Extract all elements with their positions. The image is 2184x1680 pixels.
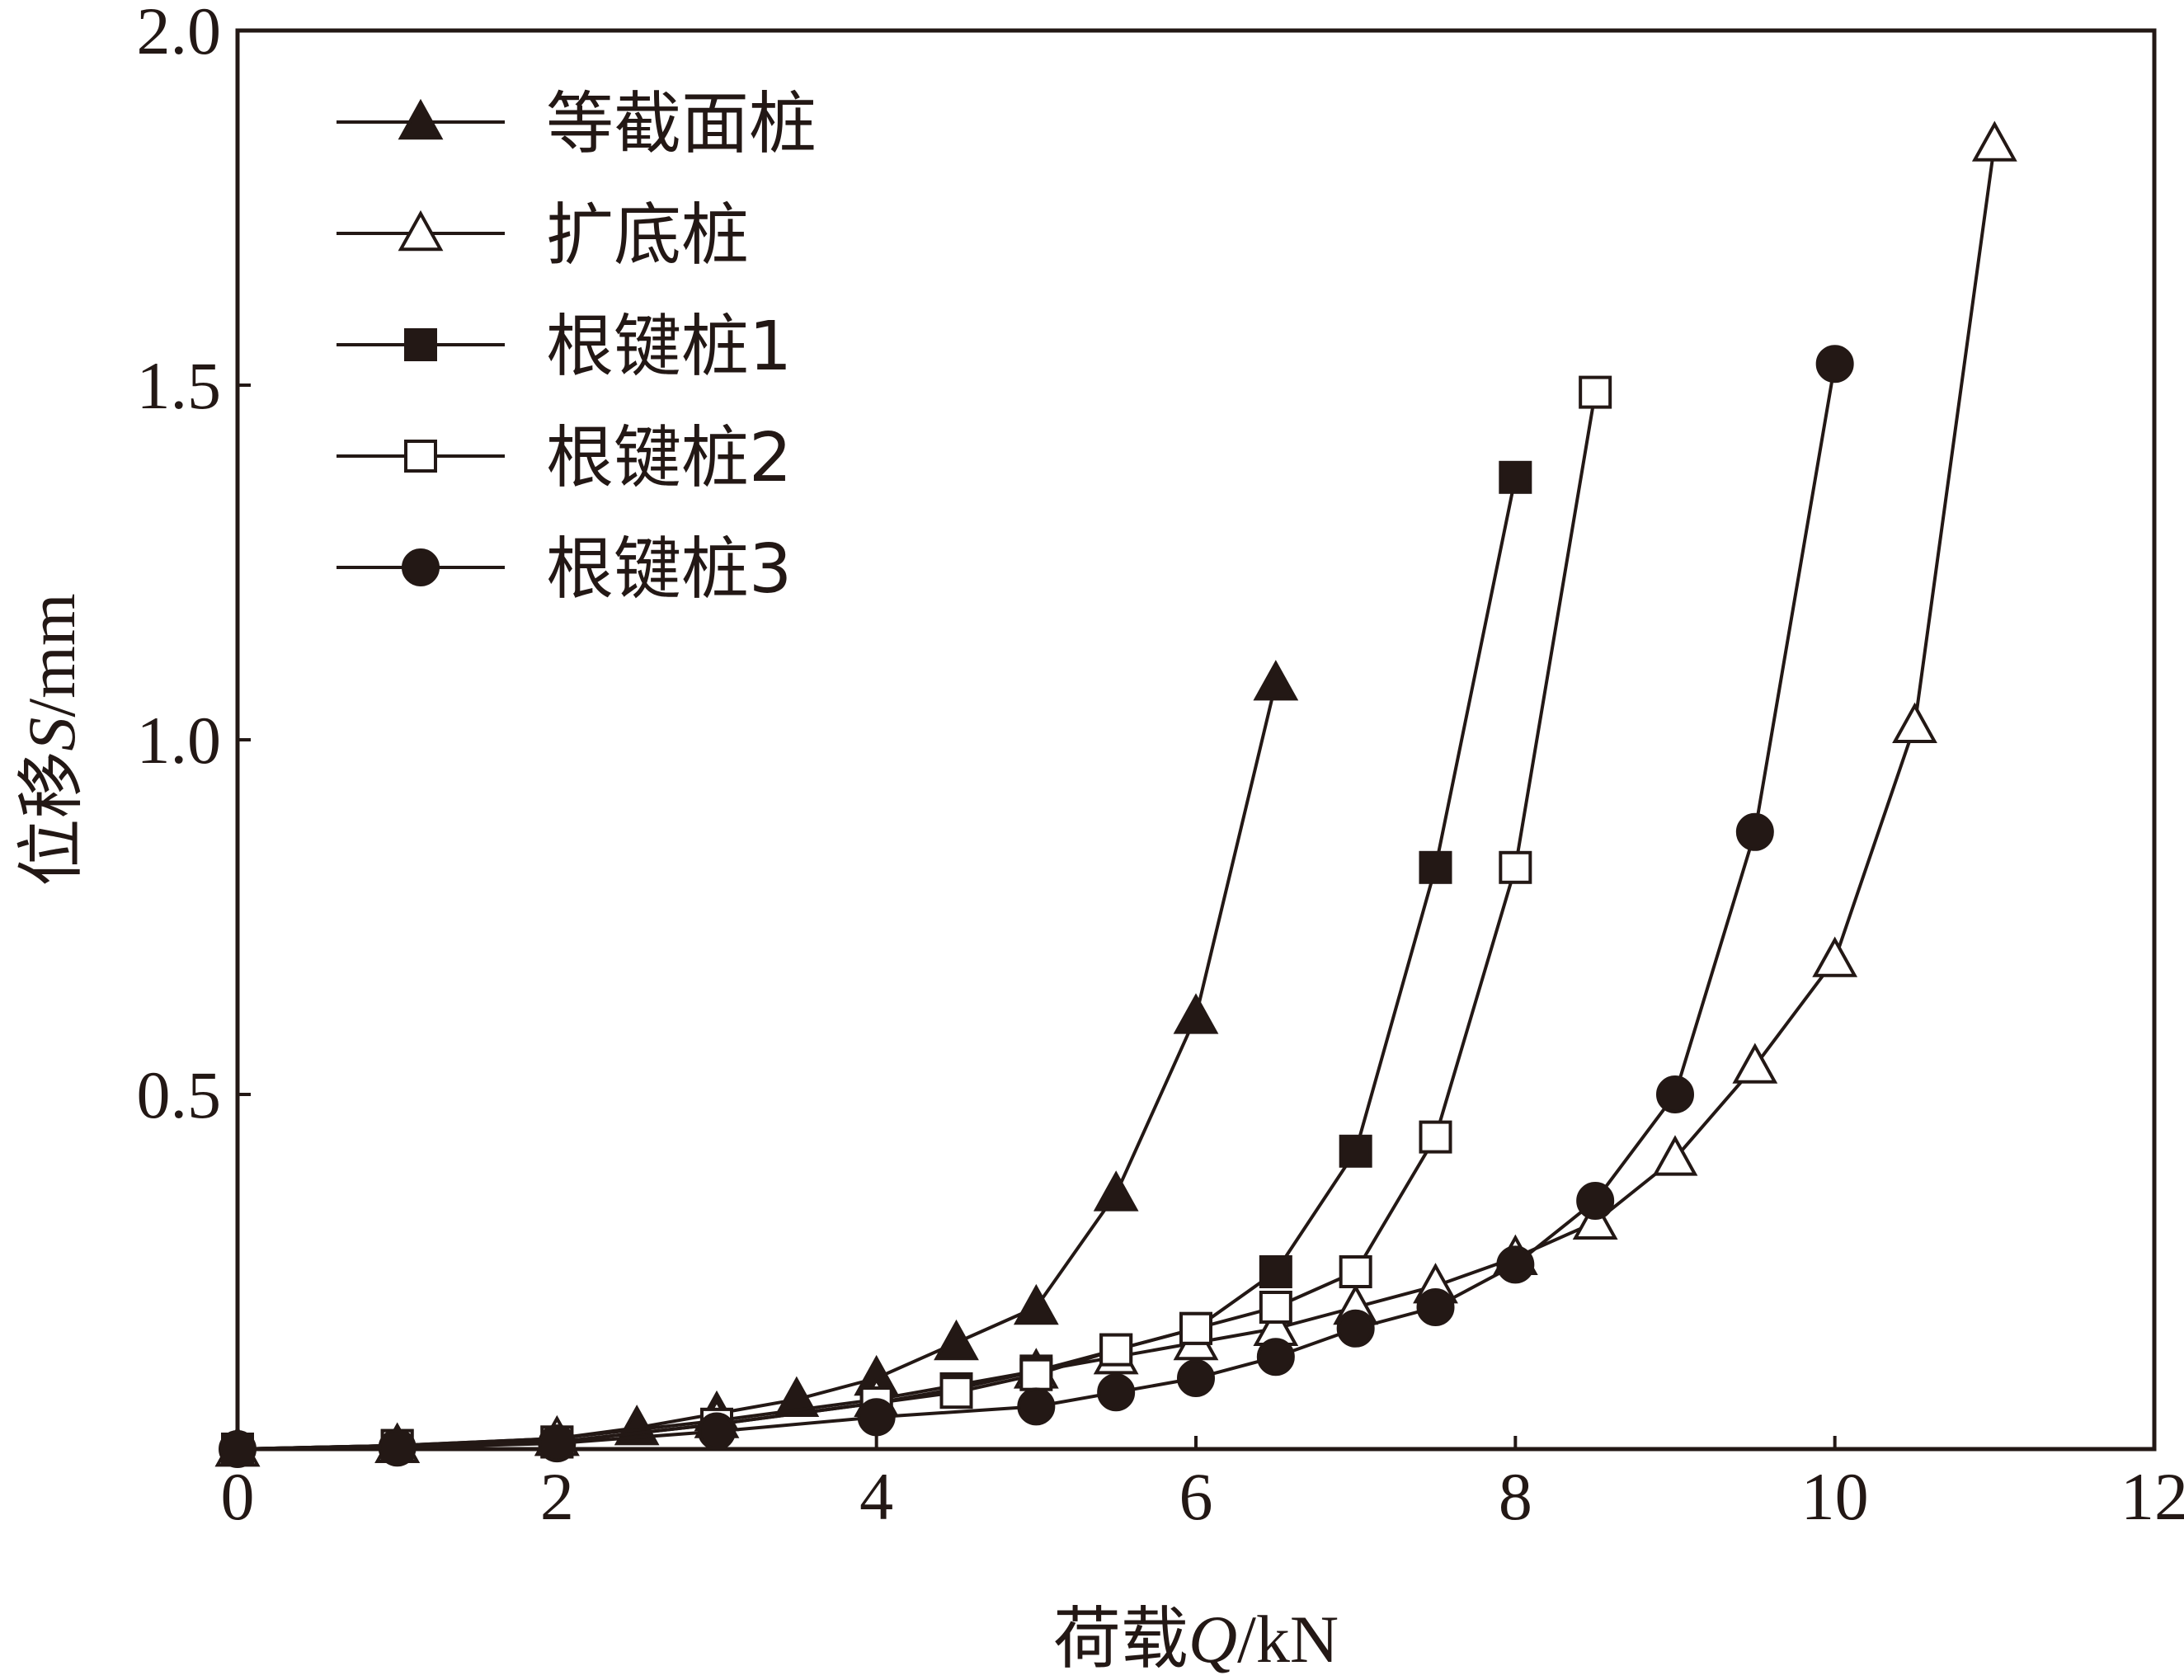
x-tick-label: 4 — [859, 1459, 893, 1534]
x-tick-label: 12 — [2120, 1459, 2184, 1534]
series-line — [237, 363, 1837, 1451]
legend-item: 根键桩1 — [337, 308, 792, 386]
legend-label: 根键桩1 — [546, 308, 792, 386]
y-tick-label: 1.5 — [137, 348, 222, 423]
data-point — [219, 1430, 257, 1468]
legend-marker — [398, 98, 444, 140]
data-point — [1652, 1135, 1698, 1176]
series-layer — [214, 120, 2017, 1468]
y-axis-label: 位移S/mm — [12, 593, 91, 886]
data-point — [1177, 1359, 1215, 1397]
data-point — [1732, 1042, 1778, 1084]
legend-marker — [398, 209, 444, 252]
data-point — [1099, 1333, 1133, 1367]
x-tick-label: 0 — [221, 1459, 255, 1534]
y-axis-label-variable: S — [14, 718, 89, 751]
data-point — [1892, 702, 1937, 743]
data-point — [1173, 993, 1219, 1034]
series-5 — [219, 345, 1854, 1468]
series-2 — [214, 120, 2017, 1467]
x-tick-label: 10 — [1801, 1459, 1869, 1534]
series-line — [237, 392, 1598, 1451]
data-point — [934, 1319, 979, 1361]
data-point — [1499, 850, 1532, 884]
legend-marker — [404, 328, 437, 361]
data-point — [1093, 1170, 1139, 1212]
data-point — [1259, 1291, 1292, 1324]
data-point — [1416, 1288, 1455, 1326]
legend-label: 等截面桩 — [546, 85, 817, 163]
y-axis-ticks: 0.5 1.0 1.5 2.0 — [137, 0, 251, 1132]
data-point — [1017, 1387, 1056, 1426]
legend-label: 扩底桩 — [546, 196, 749, 275]
data-point — [1572, 1198, 1618, 1240]
y-tick-label: 1.0 — [137, 703, 222, 778]
data-point — [1576, 1182, 1615, 1220]
legend-label: 根键桩2 — [546, 419, 792, 497]
legend-marker — [404, 440, 437, 473]
legend-label: 根键桩3 — [546, 530, 792, 609]
data-point — [1735, 812, 1774, 851]
data-point — [1971, 120, 2017, 162]
data-point — [1259, 1255, 1292, 1288]
legend-marker — [402, 548, 440, 586]
data-point — [1499, 460, 1532, 494]
x-axis-label-unit: /kN — [1237, 1602, 1339, 1677]
y-axis-label-unit: /mm — [14, 593, 89, 717]
data-point — [857, 1398, 896, 1437]
legend-item: 等截面桩 — [337, 85, 817, 163]
x-axis-ticks: 0 2 4 6 8 10 12 — [221, 1436, 2184, 1534]
data-point — [1336, 1309, 1375, 1348]
data-point — [939, 1376, 973, 1409]
x-tick-label: 8 — [1499, 1459, 1532, 1534]
data-point — [1339, 1255, 1372, 1288]
legend-item: 扩底桩 — [337, 196, 749, 275]
data-point — [1815, 345, 1854, 384]
data-point — [1256, 1338, 1295, 1376]
plot-frame — [235, 28, 2157, 1452]
legend-item: 根键桩2 — [337, 419, 792, 497]
data-point — [1179, 1311, 1212, 1345]
series-line — [237, 477, 1518, 1451]
series-4 — [221, 375, 1612, 1466]
data-point — [1253, 660, 1299, 701]
x-tick-label: 6 — [1179, 1459, 1213, 1534]
data-point — [698, 1412, 736, 1451]
data-point — [1339, 1134, 1372, 1168]
y-tick-label: 0.5 — [137, 1057, 222, 1132]
data-point — [1419, 1120, 1452, 1154]
data-point — [1019, 1358, 1053, 1391]
data-point — [1496, 1245, 1535, 1284]
data-point — [1097, 1373, 1136, 1412]
x-axis-label-prefix: 荷载 — [1053, 1600, 1188, 1678]
x-axis-label: 荷载Q/kN — [1053, 1600, 1339, 1678]
data-point — [1812, 936, 1858, 977]
data-point — [1579, 375, 1612, 409]
data-point — [1013, 1283, 1059, 1325]
data-point — [378, 1428, 417, 1467]
series-line — [237, 144, 1997, 1451]
data-point — [1656, 1075, 1694, 1113]
y-tick-label: 2.0 — [137, 0, 222, 68]
y-axis-label-prefix: 位移 — [12, 751, 91, 887]
x-axis-label-variable: Q — [1188, 1602, 1237, 1677]
x-tick-label: 2 — [540, 1459, 574, 1534]
plot-area: 0 2 4 6 8 10 12 0.5 1.0 1.5 2.0 — [137, 0, 2184, 1534]
data-point — [538, 1424, 577, 1463]
data-point — [1419, 850, 1452, 884]
legend-item: 根键桩3 — [337, 530, 792, 609]
